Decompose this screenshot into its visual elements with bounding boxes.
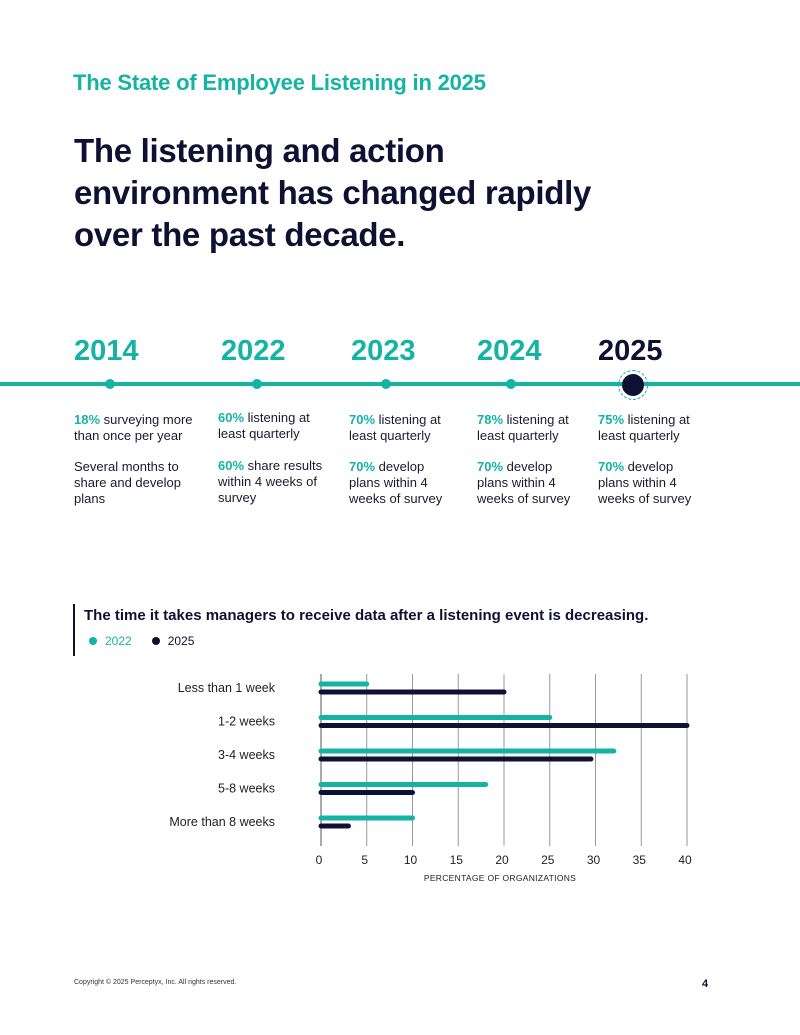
timeline-year-2025: 2025 <box>598 335 663 367</box>
timeline-year-2014: 2014 <box>74 335 139 367</box>
timeline-year-2024: 2024 <box>477 335 542 367</box>
timeline-dot-2023 <box>381 379 391 389</box>
timeline-stat: 70% listening at least quarterly <box>349 412 441 443</box>
chart-title: The time it takes managers to receive da… <box>84 607 649 624</box>
legend-swatch-2022 <box>89 637 97 645</box>
page-number: 4 <box>702 978 709 990</box>
page-headline: The listening and action environment has… <box>74 132 591 253</box>
legend-item-2022: 2022 <box>89 634 132 648</box>
timeline-year-2022: 2022 <box>221 335 286 367</box>
timeline-dot-2024 <box>506 379 516 389</box>
report-kicker: The State of Employee Listening in 2025 <box>73 70 486 95</box>
x-axis-label: PERCENTAGE OF ORGANIZATIONS <box>424 873 576 883</box>
copyright: Copyright © 2025 Perceptyx, Inc. All rig… <box>74 979 237 986</box>
chart-legend: 2022 2025 <box>89 634 194 648</box>
bar-chart: 0 5 10 15 20 25 30 35 40 Less than 1 week 1-2 week… <box>169 674 692 883</box>
category-label: More than 8 weeks <box>169 815 275 829</box>
timeline-stat: 75% listening at least quarterly <box>598 412 690 443</box>
timeline-dot-current <box>618 370 648 400</box>
x-tick-label: 5 <box>361 853 368 867</box>
category-label: Less than 1 week <box>178 681 276 695</box>
legend-label-2025: 2025 <box>167 634 195 648</box>
timeline-stat: 70% develop plans within 4 weeks of surv… <box>598 459 692 506</box>
x-tick-label: 40 <box>678 853 692 867</box>
chart-title-accent <box>73 604 75 656</box>
legend-item-2025: 2025 <box>151 634 195 648</box>
x-tick-label: 35 <box>633 853 647 867</box>
timeline-year-2023: 2023 <box>351 335 416 367</box>
category-label: 3-4 weeks <box>218 748 275 762</box>
x-tick-label: 25 <box>541 853 555 867</box>
x-tick-label: 10 <box>404 853 418 867</box>
timeline-stat: 60% share results within 4 weeks of surv… <box>218 458 323 505</box>
timeline-stat: 78% listening at least quarterly <box>477 412 569 443</box>
timeline-stat: 18% surveying more than once per year <box>74 412 193 443</box>
timeline-dot-2022 <box>252 379 262 389</box>
category-label: 1-2 weeks <box>218 715 275 729</box>
legend-label-2022: 2022 <box>105 634 132 648</box>
timeline-stat: Several months to share and develop plan… <box>74 459 181 506</box>
timeline-stat: 70% develop plans within 4 weeks of surv… <box>477 459 571 506</box>
timeline-line <box>0 382 800 386</box>
x-tick-label: 30 <box>587 853 601 867</box>
x-tick-label: 15 <box>450 853 464 867</box>
legend-swatch-2025 <box>151 637 160 645</box>
timeline-stat: 70% develop plans within 4 weeks of surv… <box>349 459 443 506</box>
timeline-dot-2014 <box>105 379 115 389</box>
x-tick-label: 0 <box>316 853 323 867</box>
timeline-stat: 60% listening at least quarterly <box>218 410 310 441</box>
category-label: 5-8 weeks <box>218 782 275 796</box>
x-tick-label: 20 <box>495 853 509 867</box>
